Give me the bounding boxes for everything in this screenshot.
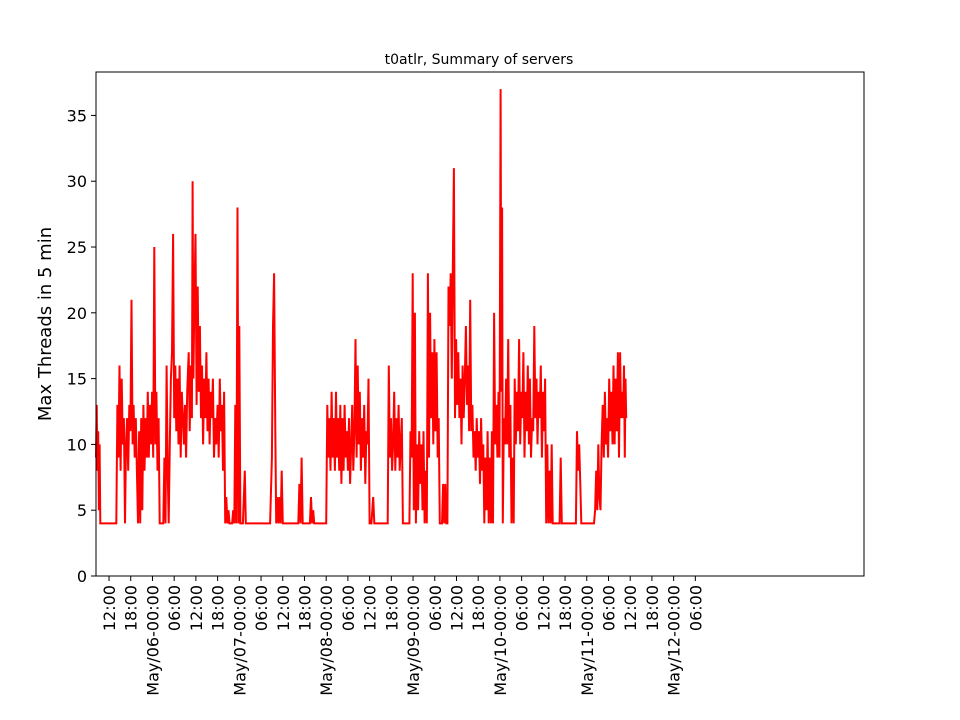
y-tick-label: 15 [67, 370, 87, 389]
x-tick-label: 18:00 [469, 585, 488, 631]
x-tick-label: 12:00 [274, 585, 293, 631]
y-tick-label: 20 [67, 304, 87, 323]
x-tick-label: 06:00 [339, 585, 358, 631]
x-tick-label: 06:00 [252, 585, 271, 631]
x-tick-label: May/09-00:00 [404, 585, 423, 696]
x-tick-label: 18:00 [382, 585, 401, 631]
x-tick-label: 18:00 [643, 585, 662, 631]
series-line-0 [95, 89, 628, 525]
y-axis-label: Max Threads in 5 min [35, 227, 56, 421]
x-tick-label: 12:00 [100, 585, 119, 631]
x-tick-label: 06:00 [165, 585, 184, 631]
x-tick-label: May/12-00:00 [665, 585, 684, 696]
x-tick-label: 18:00 [295, 585, 314, 631]
x-tick-label: 06:00 [686, 585, 705, 631]
x-tick-label: 12:00 [621, 585, 640, 631]
y-tick-label: 5 [77, 501, 87, 520]
x-tick-label: 12:00 [447, 585, 466, 631]
x-tick-label: 06:00 [426, 585, 445, 631]
x-tick-label: 18:00 [556, 585, 575, 631]
plot-frame [95, 71, 865, 577]
x-tick-label: 06:00 [513, 585, 532, 631]
x-tick-label: 12:00 [534, 585, 553, 631]
y-tick-label: 0 [77, 567, 87, 586]
x-tick-label: May/11-00:00 [578, 585, 597, 696]
y-tick-label: 25 [67, 238, 87, 257]
y-tick-label: 30 [67, 172, 87, 191]
x-tick-label: May/07-00:00 [230, 585, 249, 696]
x-tick-label: 18:00 [122, 585, 141, 631]
y-tick-label: 10 [67, 435, 87, 454]
x-tick-label: 06:00 [599, 585, 618, 631]
x-tick-label: May/10-00:00 [491, 585, 510, 696]
x-tick-label: 12:00 [187, 585, 206, 631]
chart-title: t0atlr, Summary of servers [385, 52, 574, 68]
x-tick-label: May/06-00:00 [143, 585, 162, 696]
x-tick-label: May/08-00:00 [317, 585, 336, 696]
y-tick-label: 35 [67, 106, 87, 125]
x-tick-label: 18:00 [209, 585, 228, 631]
x-tick-label: 12:00 [361, 585, 380, 631]
